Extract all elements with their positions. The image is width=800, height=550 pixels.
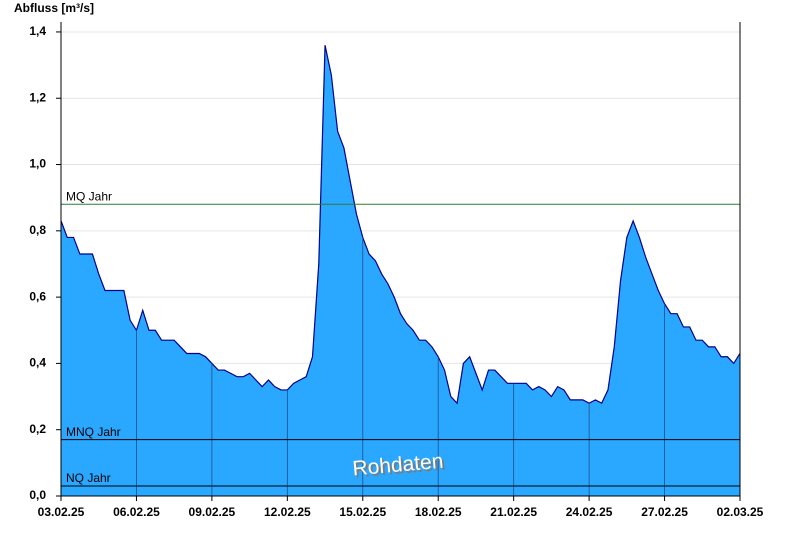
- y-tick-label: 1,2: [29, 90, 46, 104]
- line: [60, 45, 741, 405]
- area: [61, 45, 740, 497]
- x-tick-label: 02.03.25: [717, 505, 764, 519]
- x-tick-label: 21.02.25: [490, 505, 537, 519]
- x-tick-label: 09.02.25: [189, 505, 236, 519]
- x-tick-label: 06.02.25: [113, 505, 160, 519]
- x-tick-label: 12.02.25: [264, 505, 311, 519]
- reference-label: NQ Jahr: [66, 471, 111, 485]
- y-tick-label: 0,4: [29, 356, 46, 370]
- x-tick-label: 27.02.25: [641, 505, 688, 519]
- y-tick-label: 1,0: [29, 157, 46, 171]
- x-tick-label: 15.02.25: [339, 505, 386, 519]
- reference-label: MQ Jahr: [66, 189, 112, 203]
- y-axis-label: Abfluss [m³/s]: [14, 1, 94, 15]
- y-tick-label: 1,4: [29, 24, 46, 38]
- x-tick-label: 03.02.25: [38, 505, 85, 519]
- y-tick-label: 0,6: [29, 289, 46, 303]
- y-tick-label: 0,0: [29, 488, 46, 502]
- x-tick-label: 18.02.25: [415, 505, 462, 519]
- x-tick-label: 24.02.25: [566, 505, 613, 519]
- reference-label: MNQ Jahr: [66, 425, 121, 439]
- y-tick-label: 0,8: [29, 223, 46, 237]
- y-tick-label: 0,2: [29, 422, 46, 436]
